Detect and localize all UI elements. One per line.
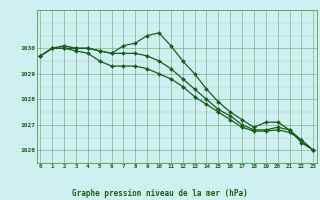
Text: Graphe pression niveau de la mer (hPa): Graphe pression niveau de la mer (hPa)	[72, 189, 248, 198]
